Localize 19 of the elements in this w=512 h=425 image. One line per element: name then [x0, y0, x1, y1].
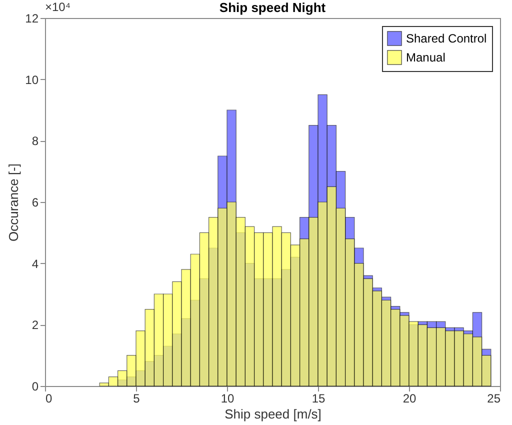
y-tick-label: 6 — [32, 196, 39, 210]
y-axis-title: Occurance [-] — [6, 163, 22, 242]
y-tick-label: 2 — [32, 318, 39, 332]
y-tick-label: 10 — [25, 72, 39, 87]
x-tick-label: 10 — [220, 392, 234, 406]
chart-title: Ship speed Night — [219, 0, 326, 15]
y-tick-label: 12 — [25, 12, 39, 26]
legend-label: Shared Control — [406, 32, 487, 46]
x-tick-label: 0 — [46, 392, 52, 406]
y-tick-label: 0 — [32, 380, 39, 394]
x-tick-label: 15 — [312, 392, 326, 406]
y-tick-label: 4 — [32, 256, 39, 271]
text: ×10⁴ — [45, 0, 71, 14]
x-tick-label: 5 — [133, 392, 140, 406]
x-tick-label: 25 — [487, 392, 501, 406]
legend-label: Manual — [406, 50, 446, 64]
x-tick-label: 20 — [402, 392, 416, 406]
y-tick-label: 8 — [32, 134, 39, 148]
x-axis-title: Ship speed [m/s] — [224, 406, 322, 422]
